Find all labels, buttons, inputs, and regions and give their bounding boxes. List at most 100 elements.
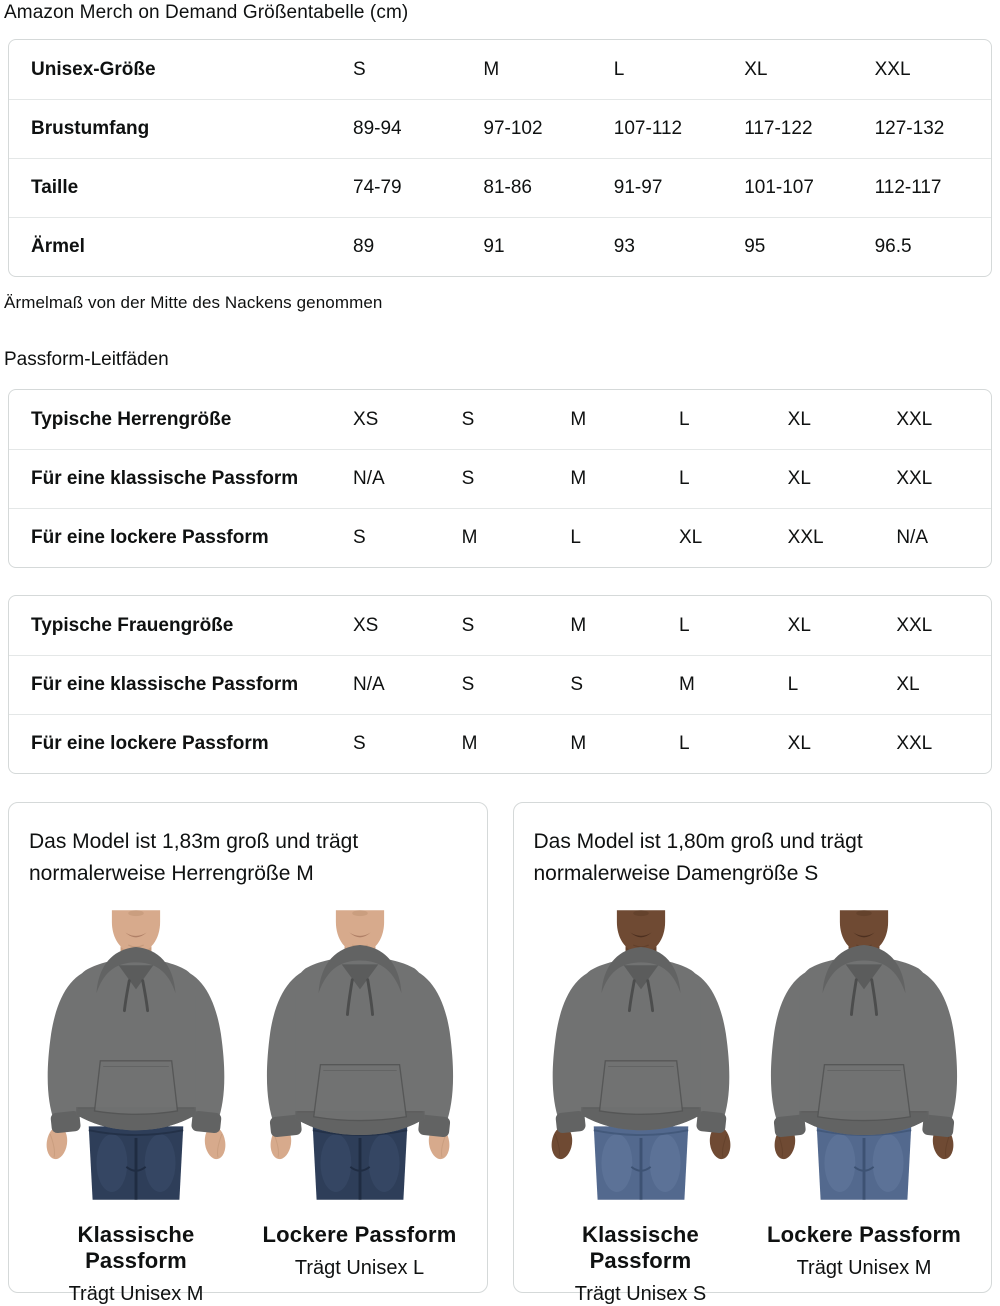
cell-value: XL (787, 614, 811, 636)
page-title: Amazon Merch on Demand Größentabelle (cm… (4, 2, 409, 23)
cell-value: M (570, 408, 587, 430)
cell-value: 96.5 (874, 236, 912, 257)
cell-value: XS (353, 614, 379, 636)
mens-loose-figure: Lockere Passform Trägt Unisex L (251, 904, 469, 1306)
cell-value: S (353, 527, 366, 548)
cell-value: XXL (787, 527, 824, 548)
womens-figures: Klassische Passform Trägt Unisex S Locke… (532, 904, 974, 1306)
cell-value: XL (787, 733, 811, 754)
size-col-m: M (483, 58, 500, 80)
cell-value: 81-86 (483, 177, 532, 198)
cell-value: 107-112 (613, 118, 683, 139)
mens-figures: Klassische Passform Trägt Unisex M Locke… (27, 904, 469, 1306)
cell-value: S (353, 733, 366, 754)
unisex-size-table: Unisex-Größe S M L XL XXL Brustumfang 89… (8, 39, 992, 277)
size-col-s: S (353, 58, 366, 80)
unisex-size-header: Unisex-Größe (31, 58, 156, 80)
cell-value: XS (353, 408, 379, 430)
cell-value: 97-102 (483, 118, 543, 139)
fit-guides-heading: Passform-Leitfäden (4, 349, 169, 370)
cell-value: L (678, 614, 690, 636)
table-header-row: Unisex-Größe S M L XL XXL (9, 40, 991, 99)
mens-classic-figure: Klassische Passform Trägt Unisex M (27, 904, 245, 1306)
mens-fit-header-row: Typische Herrengröße XS S M L XL XXL (9, 390, 991, 449)
cell-value: 95 (744, 236, 766, 257)
cell-value: L (678, 408, 690, 430)
cell-value: M (678, 674, 695, 695)
cell-value: S (570, 674, 584, 695)
table-row-sleeve: Ärmel 89 91 93 95 96.5 (9, 217, 991, 276)
womens-model-card: Das Model ist 1,80m groß und trägt norma… (512, 802, 992, 1305)
cell-value: 101-107 (744, 177, 814, 198)
womens-model-description: Das Model ist 1,80m groß und trägt norma… (533, 830, 863, 885)
cell-value: XL (787, 408, 811, 430)
table-row-waist: Taille 74-79 81-86 91-97 101-107 112-117 (9, 158, 991, 217)
cell-value: M (570, 733, 587, 754)
size-col-xl: XL (744, 58, 768, 80)
cell-value: 93 (613, 236, 635, 257)
cell-value: XL (896, 674, 920, 695)
row-label-chest: Brustumfang (31, 118, 150, 139)
row-label-loose-fit: Für eine lockere Passform (31, 527, 269, 548)
womens-loose-figure: Lockere Passform Trägt Unisex M (755, 904, 973, 1306)
cell-value: XXL (896, 614, 933, 636)
mens-fit-table: Typische Herrengröße XS S M L XL XXL Für… (8, 389, 992, 568)
worn-size-label: Trägt Unisex S (574, 1283, 707, 1305)
sleeve-measure-note: Ärmelmaß von der Mitte des Nackens genom… (4, 293, 383, 312)
male-model-classic-fit-photo (44, 910, 228, 1200)
cell-value: 74-79 (353, 177, 402, 198)
cell-value: S (461, 674, 475, 695)
worn-size-label: Trägt Unisex M (68, 1283, 204, 1305)
size-col-xxl: XXL (874, 58, 911, 80)
cell-value: XXL (896, 408, 933, 430)
cell-value: L (678, 468, 690, 489)
womens-fit-header-row: Typische Frauengröße XS S M L XL XXL (9, 596, 991, 655)
fit-label: Klassische Passform (582, 1222, 699, 1273)
cell-value: 91 (483, 236, 505, 257)
worn-size-label: Trägt Unisex L (294, 1257, 425, 1279)
womens-loose-fit-row: Für eine lockere Passform S M M L XL XXL (9, 714, 991, 773)
cell-value: M (461, 733, 478, 754)
row-label-classic-fit: Für eine klassische Passform (31, 468, 299, 489)
womens-classic-fit-row: Für eine klassische Passform N/A S S M L… (9, 655, 991, 714)
cell-value: 89 (353, 236, 375, 257)
cell-value: N/A (353, 468, 385, 489)
cell-value: 91-97 (613, 177, 663, 198)
size-col-l: L (613, 58, 625, 80)
cell-value: 127-132 (874, 118, 945, 139)
female-model-classic-fit-photo (549, 910, 732, 1200)
cell-value: XXL (896, 733, 933, 754)
row-label-classic-fit: Für eine klassische Passform (31, 674, 299, 695)
model-cards-row: Das Model ist 1,83m groß und trägt norma… (8, 802, 992, 1305)
cell-value: 117-122 (744, 118, 813, 139)
mens-loose-fit-row: Für eine lockere Passform S M L XL XXL N… (9, 508, 991, 567)
mens-model-card: Das Model ist 1,83m groß und trägt norma… (8, 802, 488, 1305)
cell-value: S (461, 468, 475, 489)
womens-classic-figure: Klassische Passform Trägt Unisex S (532, 904, 750, 1306)
row-label-waist: Taille (31, 177, 79, 198)
cell-value: S (461, 408, 475, 430)
cell-value: XXL (896, 468, 933, 489)
row-label-sleeve: Ärmel (31, 236, 85, 257)
cell-value: M (570, 614, 587, 636)
cell-value: XL (678, 527, 703, 548)
row-label-typical-womens: Typische Frauengröße (31, 614, 234, 636)
male-model-loose-fit-photo (264, 910, 455, 1200)
row-label-typical-mens: Typische Herrengröße (31, 408, 232, 430)
womens-fit-table: Typische Frauengröße XS S M L XL XXL Für… (8, 595, 992, 774)
fit-label: Lockere Passform (262, 1222, 457, 1247)
female-model-loose-fit-photo (769, 910, 959, 1200)
fit-label: Lockere Passform (767, 1222, 961, 1247)
cell-value: M (461, 527, 478, 548)
table-row-chest: Brustumfang 89-94 97-102 107-112 117-122… (9, 99, 991, 158)
cell-value: M (570, 468, 587, 489)
cell-value: 89-94 (353, 118, 402, 139)
cell-value: N/A (353, 674, 385, 695)
mens-classic-fit-row: Für eine klassische Passform N/A S M L X… (9, 449, 991, 508)
cell-value: XL (787, 468, 811, 489)
fit-label: Klassische Passform (77, 1222, 195, 1273)
cell-value: N/A (896, 527, 929, 548)
cell-value: 112-117 (874, 177, 942, 198)
worn-size-label: Trägt Unisex M (796, 1257, 932, 1279)
cell-value: L (787, 674, 799, 695)
